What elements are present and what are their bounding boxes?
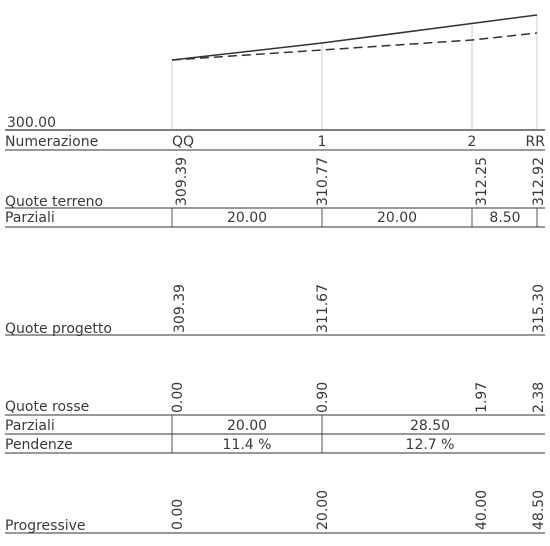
row-label-parziali: Parziali — [5, 210, 55, 226]
progressive-distance: 40.00 — [474, 490, 490, 530]
progressive-distance: 20.00 — [315, 490, 331, 530]
progressive-distance: 48.50 — [531, 490, 547, 530]
row-label-numerazione: Numerazione — [5, 134, 98, 150]
design-elevation: 315.30 — [531, 284, 547, 333]
design-line — [171, 14, 538, 61]
row-label-quote-progetto: Quote progetto — [5, 321, 112, 337]
partial-distance: 20.00 — [227, 418, 267, 434]
red-elevation: 2.38 — [531, 382, 547, 413]
design-elevation: 309.39 — [172, 284, 188, 333]
partial-distance: 20.00 — [377, 210, 417, 226]
terrain-elevation: 310.77 — [315, 157, 331, 206]
partial-distance: 8.50 — [489, 210, 520, 226]
red-elevation: 1.97 — [474, 382, 490, 413]
progressive-distance: 0.00 — [170, 499, 186, 530]
partial-distance: 20.00 — [227, 210, 267, 226]
row-label-progressive: Progressive — [5, 518, 86, 534]
station-name: 1 — [318, 134, 327, 150]
station-name: 2 — [468, 134, 477, 150]
terrain-line — [171, 32, 538, 61]
station-name: RR — [526, 134, 546, 150]
row-label-parziali: Parziali — [5, 418, 55, 434]
row-label-pendenze: Pendenze — [5, 437, 73, 453]
design-elevation: 311.67 — [315, 284, 331, 333]
row-label-quote-rosse: Quote rosse — [5, 399, 89, 415]
slope-value: 11.4 % — [223, 437, 272, 453]
terrain-elevation: 312.25 — [474, 157, 490, 206]
red-elevation: 0.00 — [170, 382, 186, 413]
red-elevation: 0.90 — [315, 382, 331, 413]
datum-label: 300.00 — [7, 115, 56, 131]
partial-distance: 28.50 — [410, 418, 450, 434]
slope-value: 12.7 % — [406, 437, 455, 453]
station-name: QQ — [172, 134, 194, 150]
terrain-elevation: 309.39 — [174, 157, 190, 206]
terrain-elevation: 312.92 — [531, 157, 547, 206]
row-label-quote-terreno: Quote terreno — [5, 194, 103, 210]
